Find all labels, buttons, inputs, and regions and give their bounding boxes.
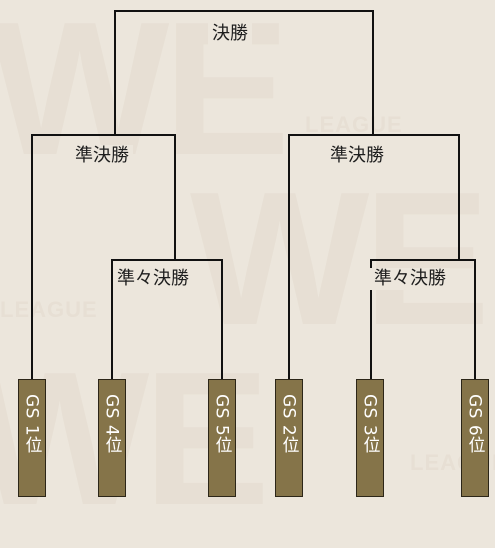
team-slot-gs3: GS 3位 [356, 379, 384, 497]
team-slot-label: GS 5位 [211, 394, 232, 454]
team-slot-label: GS 4位 [101, 394, 122, 454]
quarterfinal-right-label: 準々決勝 [370, 268, 450, 290]
team-slot-gs2: GS 2位 [275, 379, 303, 497]
semifinal-left-label: 準決勝 [71, 145, 133, 167]
team-slot-label: GS 3位 [359, 394, 380, 454]
quarterfinal-left-connector [111, 259, 223, 379]
final-connector [114, 10, 374, 135]
team-slot-gs4: GS 4位 [98, 379, 126, 497]
team-slot-label: GS 6位 [464, 394, 485, 454]
quarterfinal-right-connector [370, 259, 476, 379]
team-slot-gs5: GS 5位 [208, 379, 236, 497]
team-slot-gs1: GS 1位 [18, 379, 46, 497]
team-slot-label: GS 1位 [21, 394, 42, 454]
team-slot-gs6: GS 6位 [461, 379, 489, 497]
final-label: 決勝 [208, 23, 252, 45]
quarterfinal-left-label: 準々決勝 [113, 268, 193, 290]
team-slot-label: GS 2位 [278, 394, 299, 454]
semifinal-left-connector [31, 134, 176, 379]
semifinal-right-connector [288, 134, 460, 379]
semifinal-right-label: 準決勝 [326, 145, 388, 167]
bracket-lines [31, 10, 476, 379]
